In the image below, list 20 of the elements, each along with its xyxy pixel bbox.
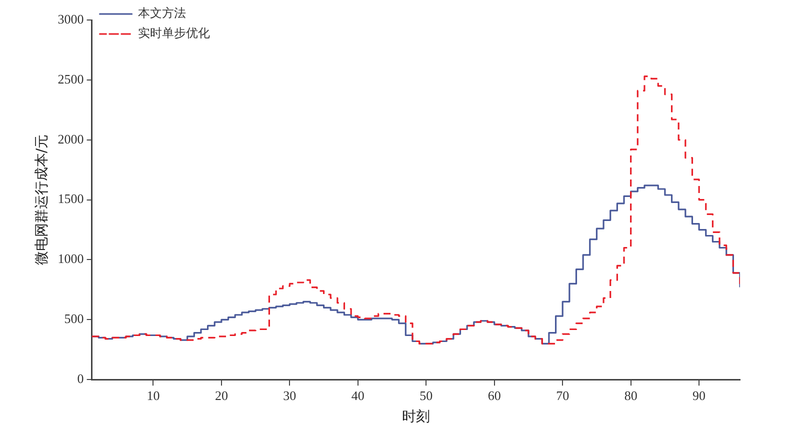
x-tick-label: 70 [556,388,570,403]
x-tick-label: 20 [214,388,228,403]
x-tick-label: 90 [692,388,706,403]
y-tick-label: 1500 [58,191,84,206]
y-tick-label: 500 [64,311,84,326]
x-axis-title: 时刻 [402,409,430,426]
x-tick-label: 10 [146,388,160,403]
x-tick-label: 60 [488,388,501,403]
y-tick-label: 1000 [58,251,84,266]
x-tick-label: 40 [351,388,364,403]
x-tick-label: 30 [283,388,296,403]
y-tick-label: 2500 [58,71,84,86]
legend-label: 实时单步优化 [138,26,210,40]
x-tick-label: 80 [624,388,638,403]
y-tick-label: 2000 [58,131,84,146]
y-axis-title: 微电网群运行成本/元 [34,134,50,266]
x-tick-label: 50 [420,388,433,403]
legend-label: 本文方法 [138,6,186,20]
y-tick-label: 3000 [58,11,84,26]
y-tick-label: 0 [77,371,84,386]
